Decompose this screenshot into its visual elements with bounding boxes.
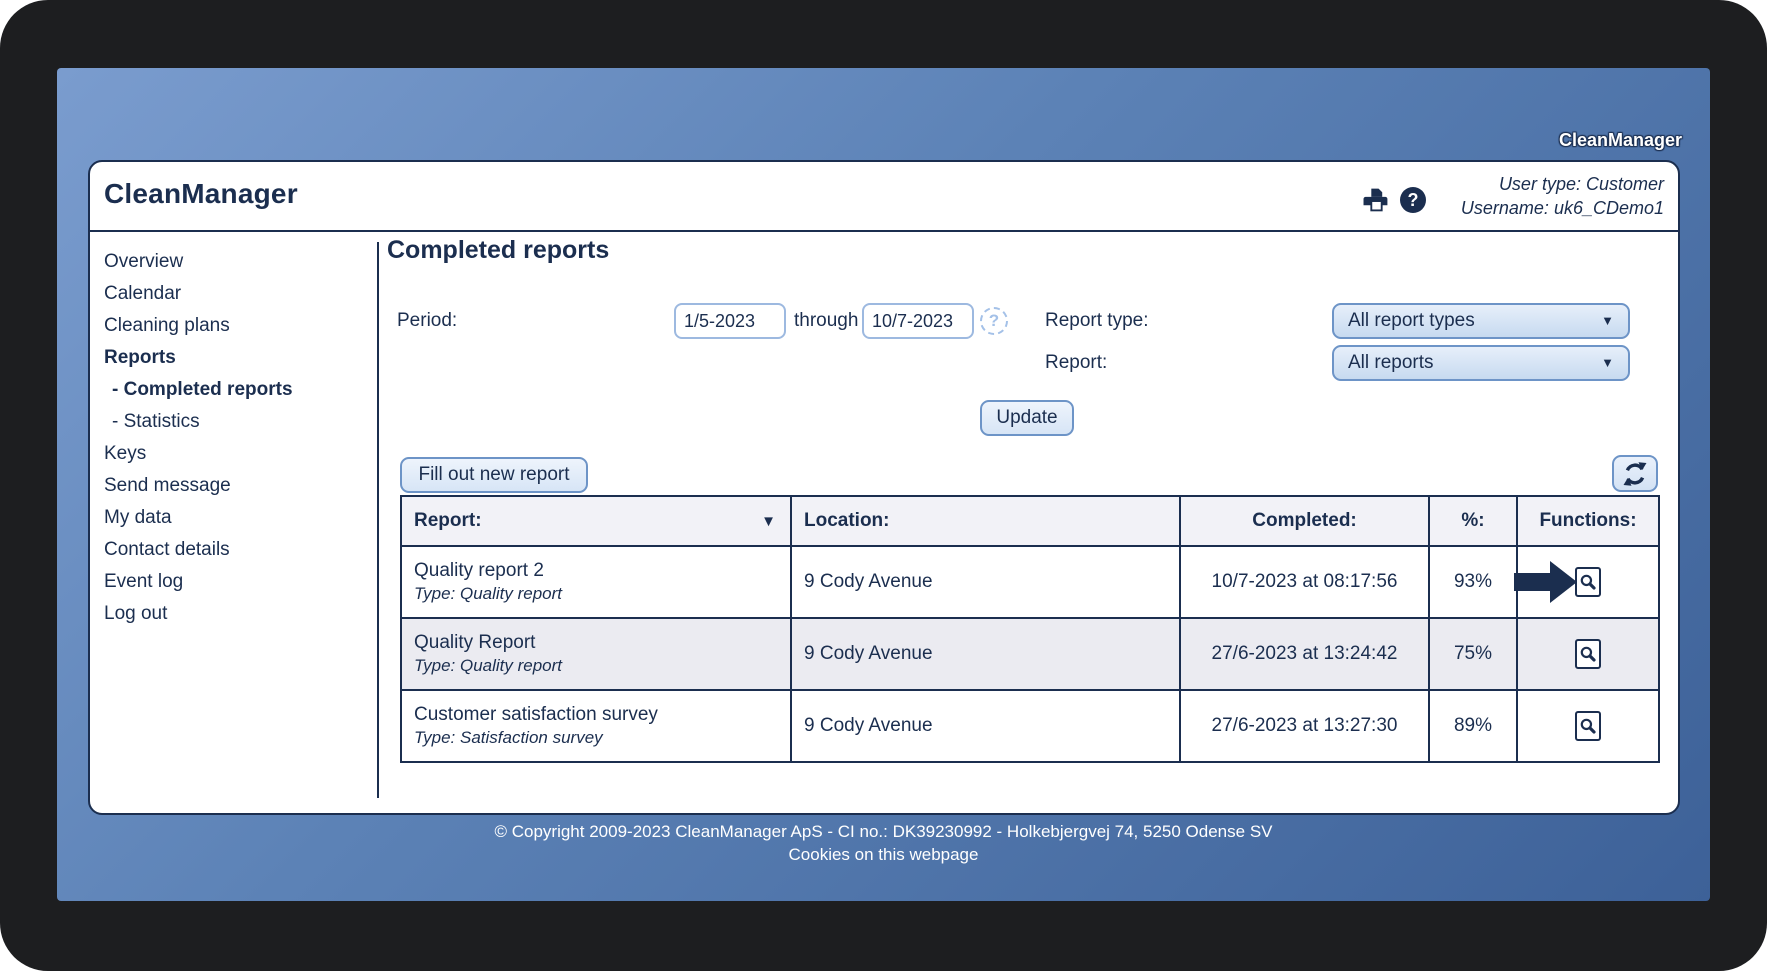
- report-value: All reports: [1348, 352, 1434, 373]
- view-report-icon[interactable]: [1575, 567, 1601, 597]
- column-header-report[interactable]: Report: ▼: [400, 495, 792, 547]
- view-report-icon[interactable]: [1575, 639, 1601, 669]
- period-help-icon[interactable]: ?: [980, 307, 1008, 335]
- report-percent: 75%: [1428, 617, 1518, 691]
- report-completed: 27/6-2023 at 13:27:30: [1179, 689, 1430, 763]
- sidebar-item-event-log[interactable]: Event log: [104, 571, 184, 592]
- sidebar-item-overview[interactable]: Overview: [104, 251, 184, 272]
- cookies-link[interactable]: Cookies on this webpage: [788, 845, 979, 864]
- user-info: User type: Customer Username: uk6_CDemo1: [1461, 172, 1664, 220]
- app-logo: CleanManager: [104, 178, 298, 209]
- sort-descending-icon: ▼: [761, 512, 776, 530]
- through-label: through: [794, 310, 859, 331]
- table-header-row: Report: ▼ Location: Completed: %: Functi…: [400, 495, 1660, 547]
- refresh-button[interactable]: [1612, 455, 1658, 492]
- report-type-value: All report types: [1348, 310, 1475, 331]
- header-actions: ?: [1362, 186, 1426, 214]
- help-icon[interactable]: ?: [1400, 187, 1426, 213]
- column-header-functions: Functions:: [1516, 495, 1660, 547]
- content-divider: [377, 242, 379, 798]
- period-from-input[interactable]: [674, 303, 786, 339]
- column-header-percent: %:: [1428, 495, 1518, 547]
- report-location: 9 Cody Avenue: [790, 617, 1181, 691]
- app-window: CleanManager ? User type: Customer Usern…: [88, 160, 1680, 815]
- user-type: User type: Customer: [1498, 174, 1664, 194]
- report-percent: 89%: [1428, 689, 1518, 763]
- report-type-select[interactable]: All report types ▼: [1332, 303, 1630, 339]
- update-button[interactable]: Update: [980, 400, 1074, 436]
- sidebar-item-log-out[interactable]: Log out: [104, 603, 168, 624]
- report-type: Type: Satisfaction survey: [414, 728, 603, 747]
- period-to-input[interactable]: [862, 303, 974, 339]
- chevron-down-icon: ▼: [1601, 355, 1614, 370]
- sidebar-item-keys[interactable]: Keys: [104, 443, 147, 464]
- chevron-down-icon: ▼: [1601, 313, 1614, 328]
- view-report-icon[interactable]: [1575, 711, 1601, 741]
- page-footer: © Copyright 2009-2023 CleanManager ApS -…: [57, 820, 1710, 866]
- report-label: Report:: [1045, 352, 1108, 373]
- print-icon[interactable]: [1362, 186, 1390, 214]
- report-completed: 27/6-2023 at 13:24:42: [1179, 617, 1430, 691]
- report-location: 9 Cody Avenue: [790, 545, 1181, 619]
- sidebar-nav: Overview Calendar Cleaning plans Reports…: [104, 246, 364, 630]
- report-type: Type: Quality report: [414, 656, 563, 675]
- browser-viewport: CleanManager CleanManager ? User t: [57, 68, 1710, 901]
- column-header-location: Location:: [790, 495, 1181, 547]
- refresh-icon: [1623, 461, 1647, 486]
- username: Username: uk6_CDemo1: [1460, 198, 1664, 218]
- completed-reports-table: Report: ▼ Location: Completed: %: Functi…: [400, 495, 1660, 763]
- page-title: Completed reports: [387, 236, 610, 264]
- fill-out-new-report-button[interactable]: Fill out new report: [400, 457, 588, 493]
- period-label: Period:: [397, 310, 458, 331]
- report-completed: 10/7-2023 at 08:17:56: [1179, 545, 1430, 619]
- table-row: Quality Report Type: Quality report 9 Co…: [400, 617, 1660, 691]
- table-row: Quality report 2 Type: Quality report 9 …: [400, 545, 1660, 619]
- report-percent: 93%: [1428, 545, 1518, 619]
- sidebar-item-contact-details[interactable]: Contact details: [104, 539, 230, 560]
- report-select[interactable]: All reports ▼: [1332, 345, 1630, 381]
- brand-watermark: CleanManager: [1558, 130, 1682, 150]
- sidebar-item-send-message[interactable]: Send message: [104, 475, 231, 496]
- table-row: Customer satisfaction survey Type: Satis…: [400, 689, 1660, 763]
- sidebar-item-completed-reports[interactable]: - Completed reports: [112, 379, 293, 400]
- copyright-text: © Copyright 2009-2023 CleanManager ApS -…: [494, 822, 1273, 841]
- sidebar-item-my-data[interactable]: My data: [104, 507, 172, 528]
- report-name: Quality report 2: [414, 560, 544, 581]
- report-type-label: Report type:: [1045, 310, 1149, 331]
- column-header-completed: Completed:: [1179, 495, 1430, 547]
- sidebar-item-reports[interactable]: Reports: [104, 347, 176, 368]
- report-name: Quality Report: [414, 632, 536, 653]
- header-divider: [90, 230, 1678, 232]
- sidebar-item-cleaning-plans[interactable]: Cleaning plans: [104, 315, 230, 336]
- sidebar-item-calendar[interactable]: Calendar: [104, 283, 182, 304]
- report-name: Customer satisfaction survey: [414, 704, 658, 725]
- report-location: 9 Cody Avenue: [790, 689, 1181, 763]
- report-type: Type: Quality report: [414, 584, 563, 603]
- sidebar-item-statistics[interactable]: - Statistics: [112, 411, 200, 432]
